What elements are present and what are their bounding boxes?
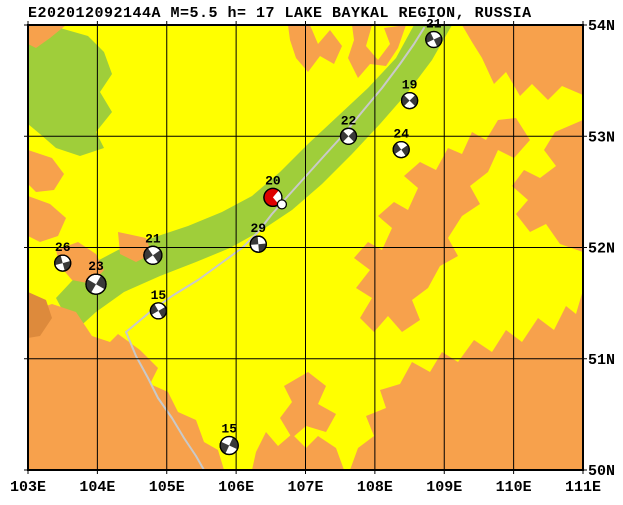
focal-mechanism: 23	[85, 259, 107, 295]
lon-axis-label: 106E	[218, 479, 254, 496]
lon-axis-label: 109E	[426, 479, 462, 496]
focal-mechanism: 19	[400, 78, 419, 110]
focal-mechanism-mainshock: 20	[263, 173, 288, 210]
focal-mechanism: 24	[392, 127, 410, 159]
beachball-compression-quadrant	[86, 279, 96, 293]
terrain-patch	[280, 372, 336, 438]
beachball-compression-quadrant	[143, 247, 153, 261]
secondary-event-marker	[276, 199, 288, 210]
terrain-patch	[252, 432, 344, 470]
longitude-axis: 103E 104E 105E 106E 107E 108E 109E 110E 111E	[10, 479, 601, 496]
event-depth-label: 15	[221, 422, 237, 437]
hydrography-layer	[125, 27, 425, 471]
focal-mechanism: 22	[339, 113, 358, 145]
lon-axis-label: 105E	[149, 479, 185, 496]
terrain-patch	[28, 196, 66, 242]
terrain-patch	[350, 290, 583, 470]
lake-baikal-line	[125, 27, 425, 333]
event-depth-label: 26	[55, 240, 71, 255]
beachball-compression-quadrant	[96, 275, 106, 290]
beachball-outline	[263, 187, 283, 208]
beachball-compression-quadrant	[393, 143, 402, 155]
beachball-compression-quadrant	[401, 94, 410, 107]
beachball-outline	[249, 235, 267, 253]
events-layer: 21 19 22 24 20 29 21 26 23 15 15	[54, 17, 443, 456]
focal-mechanism: 26	[54, 240, 72, 272]
event-depth-label: 23	[88, 259, 104, 274]
focal-mechanism: 29	[249, 221, 267, 253]
terrain-patch	[462, 25, 583, 100]
beachball-outline	[54, 254, 72, 272]
lat-axis-label: 50N	[588, 463, 615, 480]
event-depth-label: 15	[151, 288, 167, 303]
beachball-compression-quadrant	[401, 145, 410, 157]
beachball-compression-quadrant	[250, 236, 259, 245]
event-depth-label: 21	[145, 231, 161, 246]
terrain-patch	[28, 25, 66, 48]
beachball-compression-quadrant	[150, 303, 159, 315]
latitude-axis: 54N 53N 52N 51N 50N	[588, 18, 615, 480]
event-depth-label: 21	[426, 17, 442, 32]
grid-layer	[24, 21, 587, 474]
beachball-compression-quadrant	[340, 130, 349, 142]
lon-axis-label: 103E	[10, 479, 46, 496]
beachball-outline	[143, 245, 163, 265]
focal-mechanism: 15	[149, 288, 168, 320]
map-title: E202012092144A M=5.5 h= 17 LAKE BAYKAL R…	[28, 5, 532, 22]
terrain-patch	[348, 25, 406, 78]
terrain-patch	[288, 25, 342, 72]
terrain-patch	[28, 304, 224, 470]
lon-axis-label: 110E	[496, 479, 532, 496]
lat-axis-label: 51N	[588, 352, 615, 369]
terrain-patch	[354, 118, 530, 332]
lat-axis-label: 53N	[588, 129, 615, 146]
beachball-compression-quadrant	[152, 250, 162, 263]
beachball-outline	[425, 30, 443, 49]
event-depth-label: 22	[341, 113, 357, 128]
terrain-layer	[28, 25, 583, 470]
map-frame	[27, 24, 584, 471]
event-depth-label: 19	[402, 78, 418, 93]
terrain-patch	[512, 120, 583, 252]
lon-axis-label: 108E	[357, 479, 393, 496]
beachball-outline	[149, 302, 168, 320]
terrain-patch	[28, 150, 64, 192]
beachball-compression-quadrant	[409, 94, 418, 107]
lat-axis-label: 54N	[588, 18, 615, 35]
lon-axis-label: 111E	[565, 479, 601, 496]
beachball-outline	[339, 127, 358, 145]
lat-axis-label: 52N	[588, 241, 615, 258]
lon-axis-label: 107E	[287, 479, 323, 496]
event-depth-label: 24	[393, 127, 409, 142]
event-depth-label: 29	[250, 221, 266, 236]
focal-mechanism: 21	[425, 17, 443, 49]
beachball-compression-quadrant	[348, 130, 357, 142]
lon-axis-label: 104E	[79, 479, 115, 496]
event-depth-label: 20	[265, 173, 281, 188]
beachball-outline	[85, 273, 107, 295]
terrain-patch	[56, 242, 104, 284]
beachball-compression-quadrant	[158, 306, 167, 318]
rift-zone-area	[28, 28, 112, 156]
beachball-outline	[400, 91, 419, 110]
focal-mechanism: 15	[219, 422, 239, 456]
river-line	[125, 331, 205, 471]
focal-mechanism: 21	[143, 231, 163, 265]
terrain-patch-dark	[28, 292, 52, 338]
beachball-compression-quadrant	[258, 243, 267, 253]
beachball-outline	[392, 140, 410, 159]
beachball-outline	[219, 435, 239, 456]
